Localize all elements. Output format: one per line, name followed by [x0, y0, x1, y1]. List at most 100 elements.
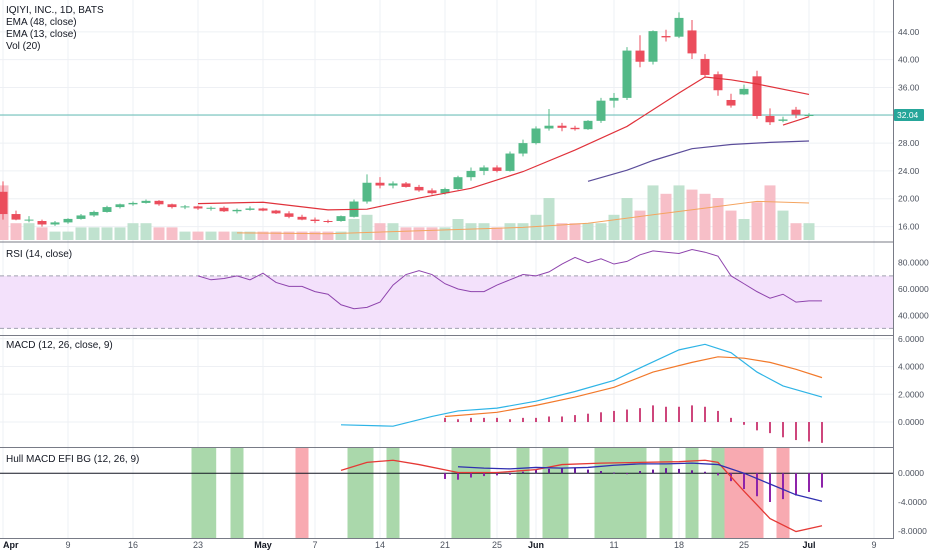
price-tick-label: 20.00 [898, 194, 920, 204]
candle-body [297, 216, 307, 220]
volume-bar [725, 210, 737, 240]
ema48-line [587, 140, 810, 182]
hull-background-band [230, 448, 244, 538]
candle-body [635, 50, 645, 62]
volume-bar [101, 227, 113, 240]
current-price-badge [894, 109, 924, 122]
volume-bar [413, 227, 425, 240]
candle-body [375, 182, 385, 186]
macd-panel[interactable] [0, 338, 893, 443]
hull-background-band [295, 448, 309, 538]
candle-body [102, 207, 112, 212]
volume-bar [660, 193, 672, 240]
macd-histogram-bar [730, 417, 732, 423]
candle-body [687, 30, 697, 54]
volume-bar [790, 223, 802, 240]
date-tick-label: Jul [802, 540, 815, 550]
candle-body [427, 190, 437, 194]
hull-histogram-bar [483, 473, 485, 477]
volume-bar [517, 223, 529, 240]
hull-histogram-bar [548, 468, 550, 474]
volume-bar [738, 219, 750, 240]
macd-histogram-bar [470, 417, 472, 423]
date-tick-label: 25 [739, 540, 749, 550]
hull-histogram-bar [496, 473, 498, 476]
candle-body [128, 202, 138, 205]
hull-histogram-bar [743, 473, 745, 490]
date-tick-label: 14 [375, 540, 385, 550]
volume-ma-line [236, 200, 810, 235]
hull-background-band [516, 448, 530, 538]
hull-histogram-bar [574, 467, 576, 474]
hull-histogram-bar [756, 473, 758, 497]
volume-bar [543, 198, 555, 240]
price-tick-label: 16.00 [898, 222, 920, 232]
volume-bar [491, 227, 503, 240]
volume-bar [426, 227, 438, 240]
hull-background-band [594, 448, 647, 538]
hull-background-band [711, 448, 725, 538]
hull-histogram-bar [665, 468, 667, 474]
candle-body [791, 109, 801, 115]
hull-background-band [659, 448, 673, 538]
volume-bar [361, 214, 373, 240]
macd-histogram-bar [639, 408, 641, 423]
hull-histogram-bar [587, 469, 589, 474]
date-tick-label: Jun [528, 540, 544, 550]
macd-tick-label: 6.0000 [898, 334, 924, 344]
candle-body [726, 99, 736, 106]
macd-histogram-bar [496, 417, 498, 423]
volume-bar [595, 223, 607, 240]
macd-histogram-bar [652, 405, 654, 423]
candle-body [76, 215, 86, 219]
candle-body [362, 182, 372, 202]
candle-body [89, 211, 99, 216]
candle-body [453, 177, 463, 190]
rsi-panel[interactable] [0, 249, 893, 329]
volume-bar [673, 185, 685, 240]
candle-body [336, 216, 346, 222]
hull-histogram-bar [470, 473, 472, 478]
macd-histogram-bar [743, 422, 745, 425]
candle-body [50, 222, 60, 225]
macd-histogram-bar [626, 409, 628, 423]
macd-panel-label: MACD (12, 26, close, 9) [6, 340, 113, 351]
macd-histogram-bar [808, 422, 810, 442]
macd-line [340, 343, 823, 427]
candle-body [596, 100, 606, 121]
macd-histogram-bar [548, 416, 550, 423]
volume-bar [569, 223, 581, 240]
volume-bar [192, 231, 204, 240]
macd-histogram-bar [782, 422, 784, 438]
volume-bar [62, 231, 74, 240]
volume-bar [283, 231, 295, 240]
hull-histogram-bar [652, 469, 654, 474]
macd-histogram-bar [795, 422, 797, 441]
volume-bar [621, 198, 633, 240]
volume-bar [478, 223, 490, 240]
volume-bar [10, 223, 22, 240]
volume-bar [257, 231, 269, 240]
price-panel[interactable] [0, 12, 893, 240]
macd-tick-label: 4.0000 [898, 362, 924, 372]
legend-ema48: EMA (48, close) [6, 17, 77, 28]
macd-histogram-bar [483, 417, 485, 423]
candle-body [219, 207, 229, 212]
candle-body [37, 221, 47, 225]
candle-body [206, 207, 216, 209]
candle-body [466, 170, 476, 178]
volume-bar [244, 231, 256, 240]
macd-histogram-bar [509, 419, 511, 423]
hull-histogram-bar [535, 469, 537, 474]
volume-bar [166, 227, 178, 240]
candle-body [232, 209, 242, 212]
hull-histogram-bar [782, 473, 784, 500]
volume-bar [322, 231, 334, 240]
hull-histogram-bar [691, 470, 693, 474]
candle-body [258, 208, 268, 211]
candle-body [310, 219, 320, 222]
hull-histogram-bar [717, 473, 719, 476]
rsi-band [0, 275, 893, 329]
hull-panel[interactable] [0, 448, 893, 538]
